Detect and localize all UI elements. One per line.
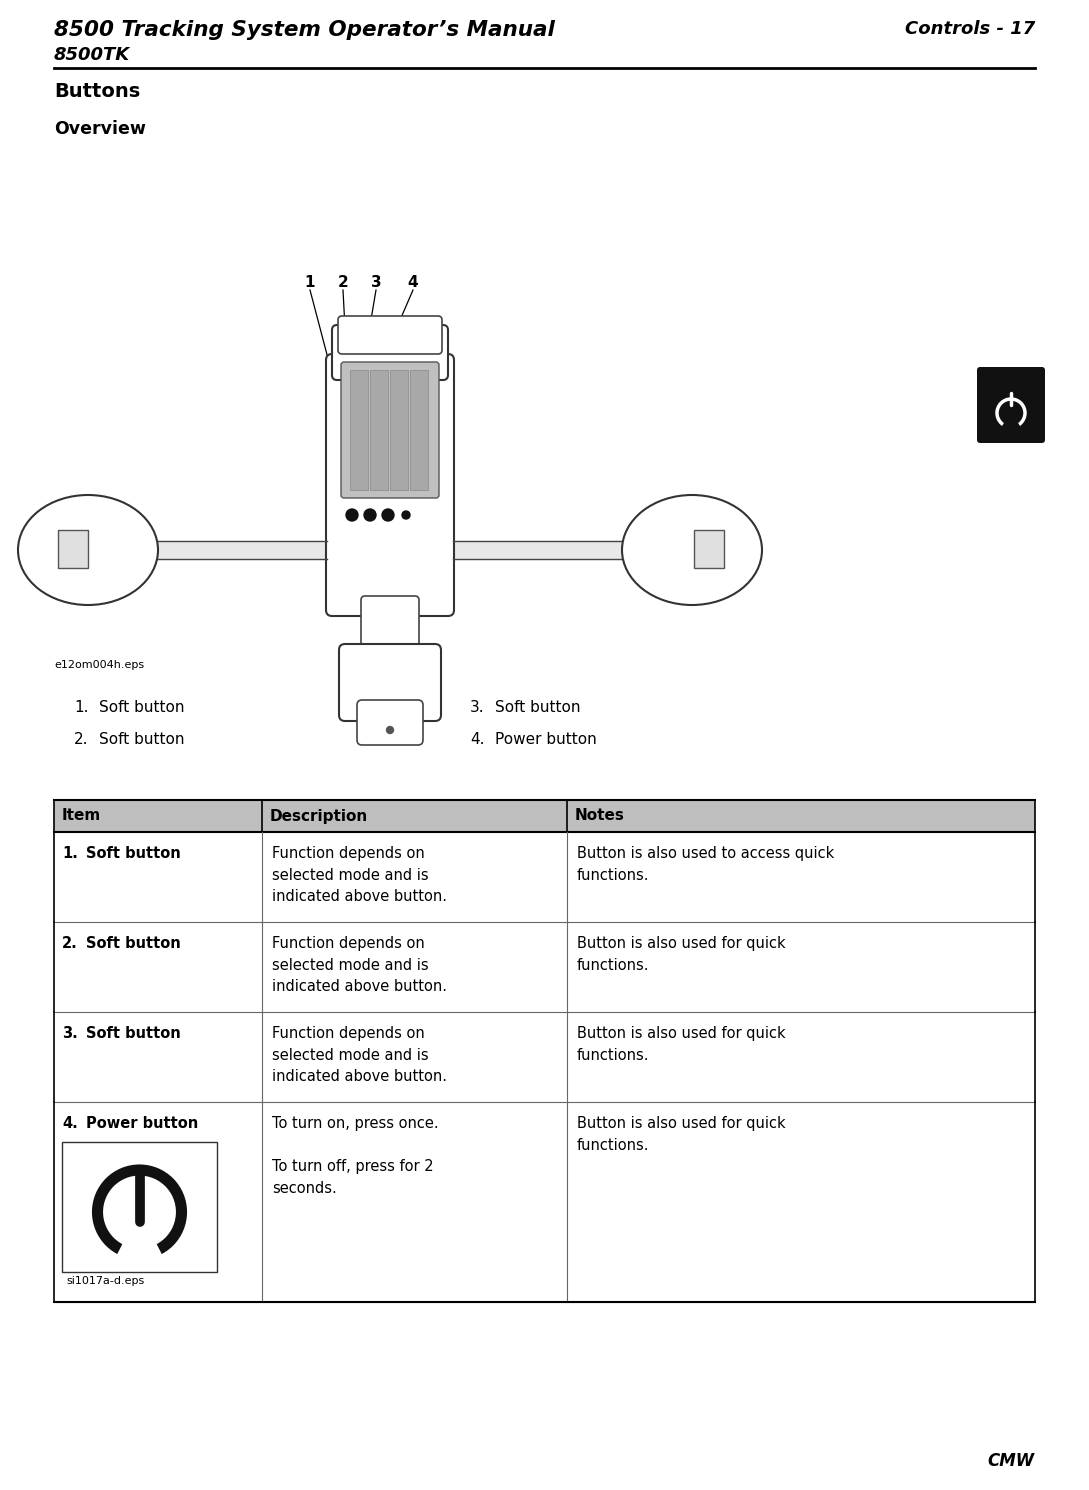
Text: Function depends on
selected mode and is
indicated above button.: Function depends on selected mode and is… xyxy=(272,1027,446,1085)
Text: 2.: 2. xyxy=(74,732,88,746)
FancyBboxPatch shape xyxy=(332,325,448,380)
Text: 3: 3 xyxy=(370,276,381,291)
FancyBboxPatch shape xyxy=(360,596,419,665)
Bar xyxy=(62,1141,217,1272)
Text: Button is also used for quick
functions.: Button is also used for quick functions. xyxy=(577,1116,785,1153)
Text: Function depends on
selected mode and is
indicated above button.: Function depends on selected mode and is… xyxy=(272,846,446,904)
Text: Soft button: Soft button xyxy=(86,846,181,861)
Bar xyxy=(54,800,1035,831)
Text: Button is also used to access quick
functions.: Button is also used to access quick func… xyxy=(577,846,834,882)
Text: 2: 2 xyxy=(338,276,348,291)
Text: Button is also used for quick
functions.: Button is also used for quick functions. xyxy=(577,1027,785,1062)
Text: Notes: Notes xyxy=(575,809,625,824)
Text: Soft button: Soft button xyxy=(86,936,181,951)
Text: Overview: Overview xyxy=(54,121,146,139)
Text: Soft button: Soft button xyxy=(86,1027,181,1042)
Text: 2.: 2. xyxy=(62,936,77,951)
FancyBboxPatch shape xyxy=(357,700,423,745)
Bar xyxy=(409,370,428,490)
Ellipse shape xyxy=(622,495,762,605)
Text: 8500 Tracking System Operator’s Manual: 8500 Tracking System Operator’s Manual xyxy=(54,19,555,40)
Text: 4.: 4. xyxy=(470,732,485,746)
Circle shape xyxy=(382,510,394,522)
Circle shape xyxy=(346,510,358,522)
Text: CMW: CMW xyxy=(988,1451,1035,1471)
Text: 1.: 1. xyxy=(74,700,88,715)
Text: 3.: 3. xyxy=(62,1027,77,1042)
Text: Button is also used for quick
functions.: Button is also used for quick functions. xyxy=(577,936,785,973)
FancyBboxPatch shape xyxy=(339,644,441,721)
Text: Item: Item xyxy=(62,809,101,824)
Text: To turn on, press once.

To turn off, press for 2
seconds.: To turn on, press once. To turn off, pre… xyxy=(272,1116,439,1196)
Circle shape xyxy=(402,511,409,519)
Bar xyxy=(58,530,88,568)
FancyBboxPatch shape xyxy=(341,362,439,498)
Bar xyxy=(350,370,368,490)
Text: 8500TK: 8500TK xyxy=(54,46,131,64)
Bar xyxy=(370,370,388,490)
FancyBboxPatch shape xyxy=(977,367,1045,443)
Text: Buttons: Buttons xyxy=(54,82,140,101)
Text: Power button: Power button xyxy=(495,732,597,746)
Circle shape xyxy=(364,510,376,522)
Text: Function depends on
selected mode and is
indicated above button.: Function depends on selected mode and is… xyxy=(272,936,446,994)
Ellipse shape xyxy=(19,495,158,605)
Text: 4: 4 xyxy=(407,276,418,291)
Text: 3.: 3. xyxy=(470,700,485,715)
Text: Description: Description xyxy=(270,809,368,824)
Text: 4.: 4. xyxy=(62,1116,77,1131)
Text: si1017a-d.eps: si1017a-d.eps xyxy=(66,1275,144,1286)
Text: 1.: 1. xyxy=(62,846,78,861)
FancyBboxPatch shape xyxy=(338,316,442,355)
Circle shape xyxy=(387,727,393,733)
Bar xyxy=(390,370,408,490)
Text: 1: 1 xyxy=(305,276,315,291)
Text: Soft button: Soft button xyxy=(99,700,184,715)
Text: Power button: Power button xyxy=(86,1116,198,1131)
Text: e12om004h.eps: e12om004h.eps xyxy=(54,660,144,671)
Text: Soft button: Soft button xyxy=(99,732,184,746)
Bar xyxy=(694,530,724,568)
Text: Controls - 17: Controls - 17 xyxy=(905,19,1035,39)
Text: Soft button: Soft button xyxy=(495,700,580,715)
Circle shape xyxy=(98,1170,182,1255)
FancyBboxPatch shape xyxy=(326,355,454,615)
